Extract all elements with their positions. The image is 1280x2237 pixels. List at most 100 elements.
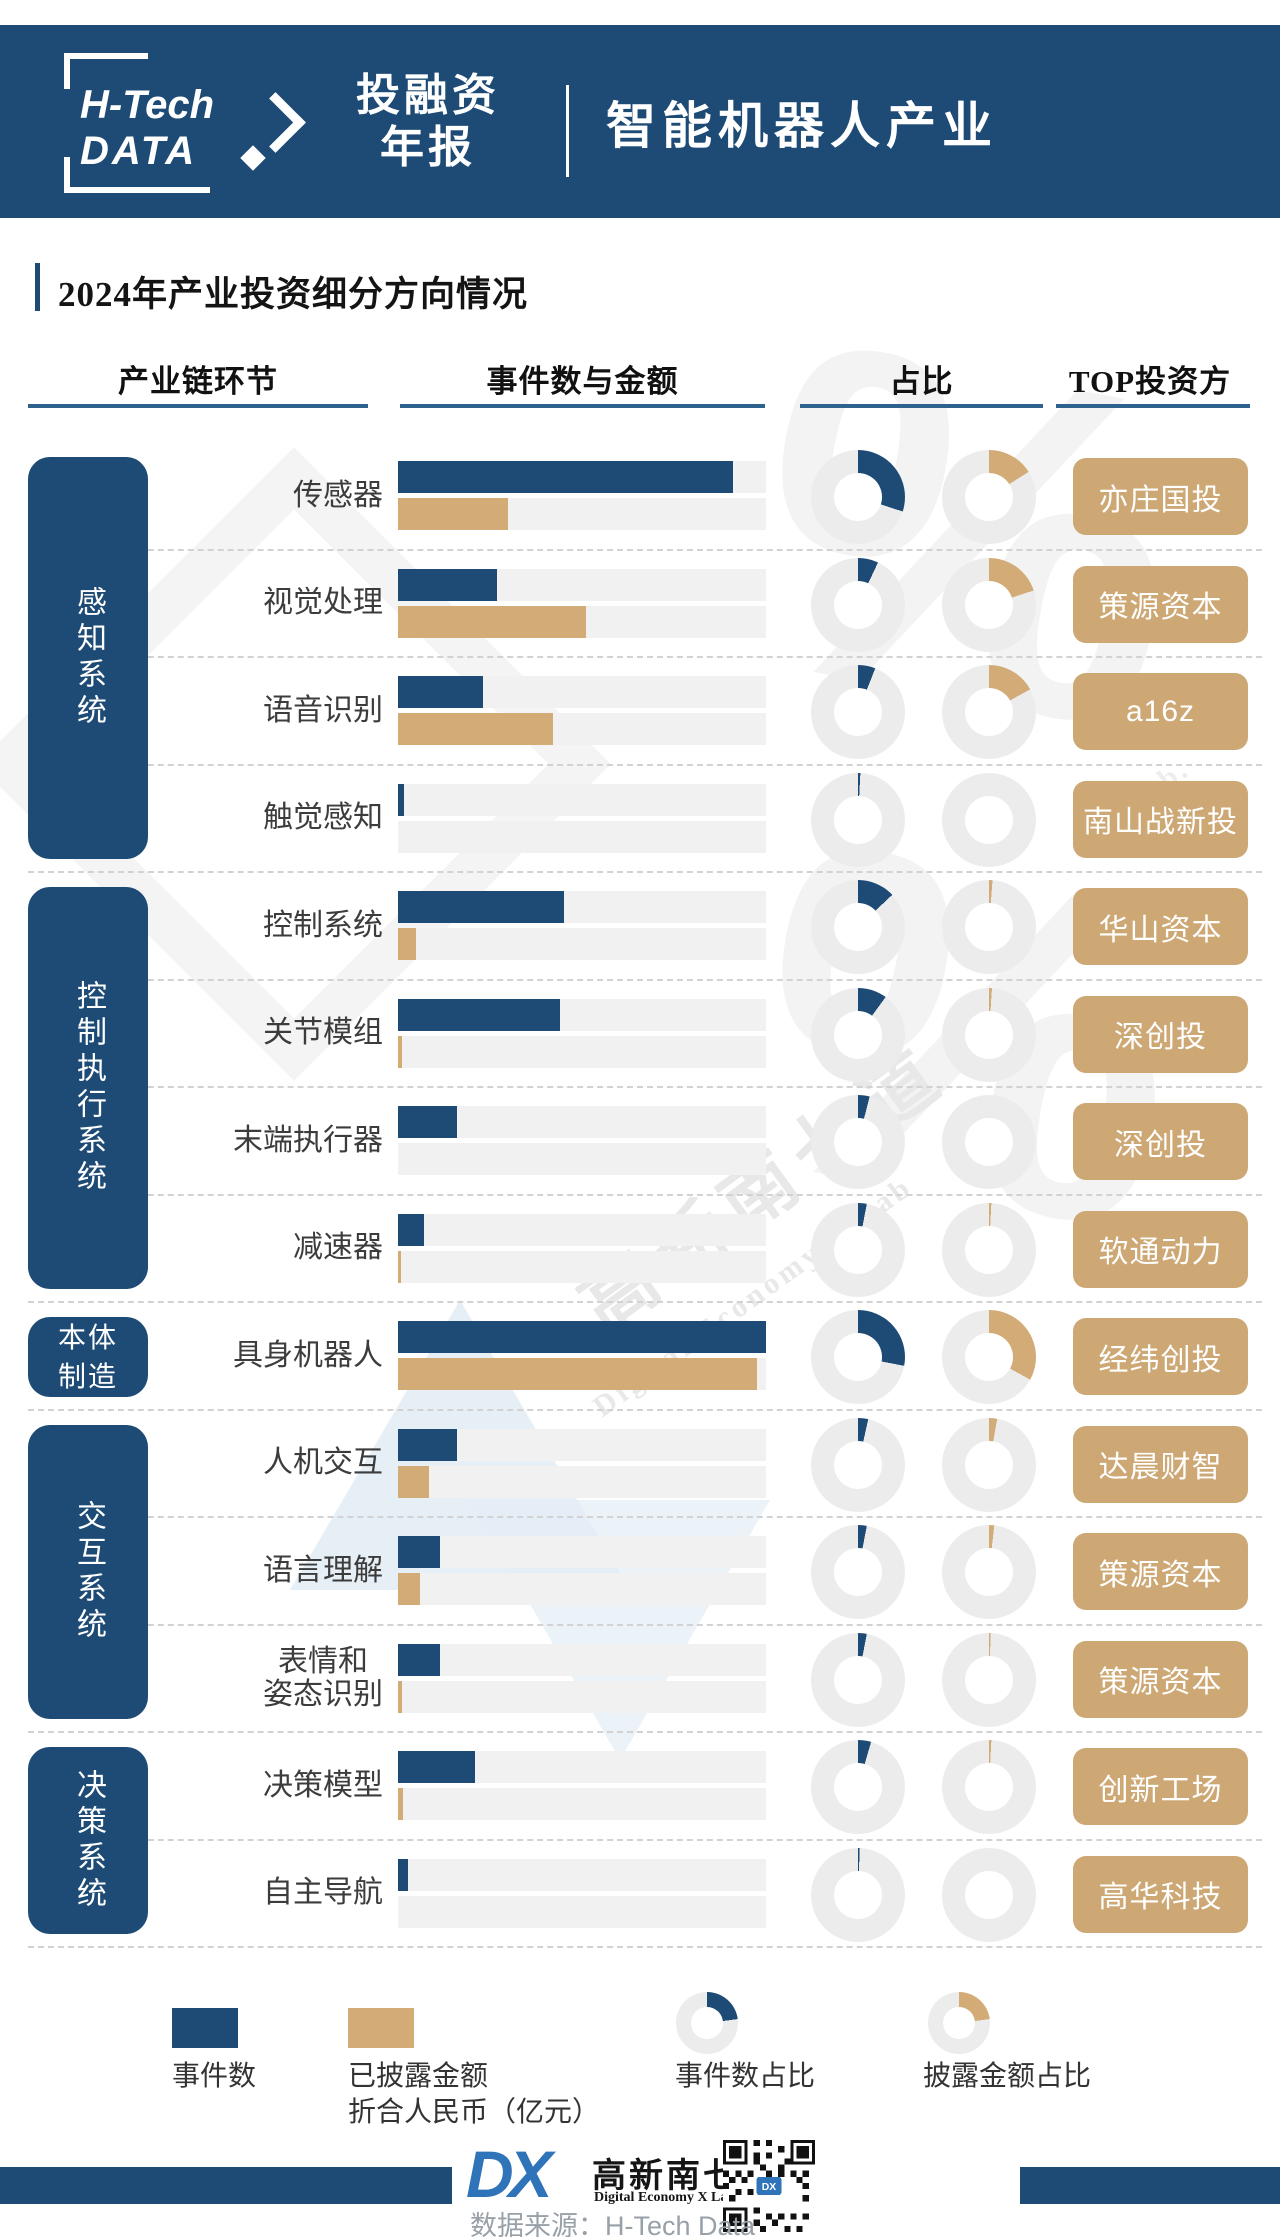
amount-bar bbox=[398, 1573, 421, 1605]
chart-row: 关节模组 深创投 bbox=[28, 981, 1262, 1088]
footer-brand-en: Digital Economy X Lab. bbox=[594, 2190, 739, 2205]
bar-pair bbox=[398, 568, 766, 643]
events-bar-track bbox=[398, 1106, 766, 1138]
row-label: 关节模组 bbox=[263, 1016, 383, 1050]
events-share-donut bbox=[811, 450, 905, 544]
group-box: 控制执行系统 bbox=[28, 887, 148, 1289]
amount-bar-track bbox=[398, 1035, 766, 1068]
group-box: 感知系统 bbox=[28, 457, 148, 859]
bar-pair bbox=[398, 461, 766, 535]
amount-bar bbox=[398, 1035, 403, 1068]
group-box: 本体 制造 bbox=[28, 1317, 148, 1397]
events-bar bbox=[398, 1858, 409, 1891]
events-bar bbox=[398, 1536, 441, 1568]
amount-bar-track bbox=[398, 1250, 766, 1283]
events-bar-track bbox=[398, 1213, 766, 1246]
chevron-right-icon bbox=[245, 92, 306, 153]
amount-bar bbox=[398, 498, 509, 530]
row-label: 表情和 姿态识别 bbox=[263, 1644, 383, 1712]
events-share-donut bbox=[811, 665, 905, 759]
amount-bar bbox=[398, 1680, 403, 1713]
top-investor-badge: 创新工场 bbox=[1073, 1748, 1248, 1825]
bar-pair bbox=[398, 676, 766, 750]
logo-bracket-bottom bbox=[64, 157, 210, 193]
events-bar-track bbox=[398, 783, 766, 816]
top-investor-badge: 达晨财智 bbox=[1073, 1425, 1248, 1503]
events-share-donut bbox=[811, 1847, 905, 1942]
chart-row: 语音识别 a16z bbox=[28, 658, 1262, 766]
row-label: 决策模型 bbox=[263, 1768, 383, 1802]
events-share-donut bbox=[811, 1632, 905, 1727]
chart-row: 减速器 软通动力 bbox=[28, 1196, 1262, 1303]
chart-row: 控制系统 华山资本 bbox=[28, 873, 1262, 981]
row-label: 传感器 bbox=[293, 478, 383, 512]
events-bar-track bbox=[398, 568, 766, 601]
diamond-icon bbox=[240, 145, 266, 171]
report-type-line2: 年报 bbox=[380, 122, 476, 172]
industry-title: 智能机器人产业 bbox=[606, 97, 998, 154]
amount-share-donut bbox=[942, 1310, 1036, 1404]
amount-share-donut bbox=[942, 557, 1036, 652]
dx-lab-logo: DX bbox=[466, 2137, 553, 2211]
bar-pair bbox=[398, 1428, 766, 1503]
top-investor-badge: 策源资本 bbox=[1073, 565, 1248, 643]
amount-bar-track bbox=[398, 498, 766, 530]
bar-pair bbox=[398, 1751, 766, 1825]
bar-pair bbox=[398, 1858, 766, 1933]
amount-share-donut bbox=[942, 1525, 1036, 1619]
events-bar-track bbox=[398, 1536, 766, 1568]
svg-text:DX: DX bbox=[762, 2182, 777, 2193]
top-investor-badge: a16z bbox=[1073, 673, 1248, 750]
column-header-chain: 产业链环节 bbox=[118, 364, 278, 399]
events-bar bbox=[398, 998, 560, 1031]
logo-bracket-top bbox=[64, 53, 148, 89]
amount-share-donut bbox=[942, 1095, 1036, 1189]
amount-share-donut bbox=[942, 1417, 1036, 1512]
events-share-donut bbox=[811, 1525, 905, 1619]
events-share-donut bbox=[811, 557, 905, 652]
group-label: 本体 制造 bbox=[57, 1321, 118, 1392]
legend-label-events-share: 事件数占比 bbox=[675, 2060, 816, 2091]
amount-bar bbox=[398, 1465, 430, 1498]
htech-data-logo: H-Tech DATA bbox=[58, 53, 308, 193]
events-bar bbox=[398, 1213, 424, 1246]
amount-bar-track bbox=[398, 1465, 766, 1498]
top-investor-badge: 深创投 bbox=[1073, 995, 1248, 1073]
events-bar-track bbox=[398, 1428, 766, 1461]
legend-swatch-events bbox=[172, 2008, 238, 2048]
chart-row: 传感器 亦庄国投 bbox=[28, 443, 1262, 551]
top-investor-badge: 深创投 bbox=[1073, 1103, 1248, 1180]
events-bar-track bbox=[398, 998, 766, 1031]
events-bar bbox=[398, 1643, 441, 1676]
bar-pair bbox=[398, 783, 766, 858]
events-share-donut bbox=[811, 772, 905, 867]
report-type-label: 投融资 年报 bbox=[337, 25, 519, 218]
chart-row: 末端执行器 深创投 bbox=[28, 1088, 1262, 1196]
amount-bar-track bbox=[398, 713, 766, 745]
events-bar-track bbox=[398, 891, 766, 923]
logo-text-line2: DATA bbox=[80, 129, 198, 173]
events-share-donut bbox=[811, 1202, 905, 1297]
amount-bar-track bbox=[398, 1680, 766, 1713]
amount-bar bbox=[398, 1358, 757, 1390]
legend-swatch-amount bbox=[348, 2008, 414, 2048]
section-title: 2024年产业投资细分方向情况 bbox=[58, 275, 529, 314]
events-bar bbox=[398, 1321, 766, 1353]
qr-code: DX bbox=[723, 2140, 815, 2232]
column-header-events-amount: 事件数与金额 bbox=[486, 364, 679, 399]
bar-pair bbox=[398, 1106, 766, 1180]
amount-bar-track bbox=[398, 1358, 766, 1390]
amount-share-donut bbox=[942, 665, 1036, 759]
report-type-line1: 投融资 bbox=[356, 70, 500, 120]
events-bar-track bbox=[398, 1751, 766, 1783]
amount-bar-track bbox=[398, 1788, 766, 1820]
amount-bar bbox=[398, 605, 586, 638]
events-bar bbox=[398, 891, 564, 923]
chart-row: 具身机器人 经纬创投 bbox=[28, 1303, 1262, 1411]
chart-row: 人机交互 达晨财智 bbox=[28, 1411, 1262, 1518]
top-investor-badge: 软通动力 bbox=[1073, 1210, 1248, 1288]
events-bar-track bbox=[398, 461, 766, 493]
group-label: 感知系统 bbox=[72, 586, 105, 730]
amount-share-donut bbox=[942, 880, 1036, 974]
